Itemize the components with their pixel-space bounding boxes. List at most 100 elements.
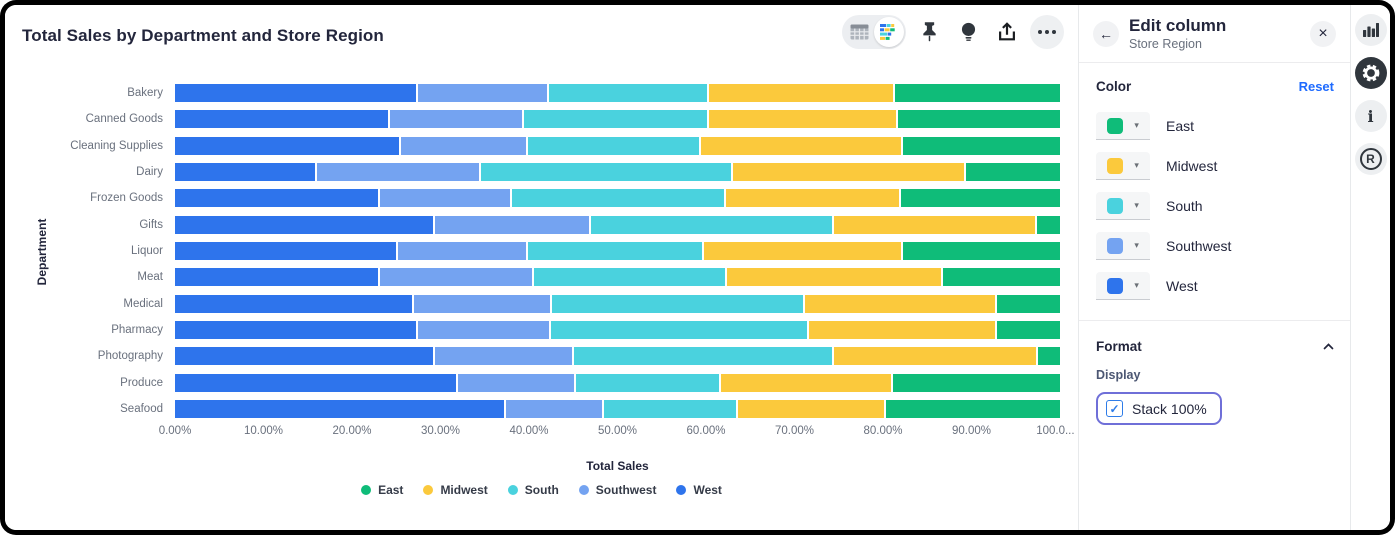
color-swatch-select-east[interactable]: ▾	[1096, 112, 1150, 140]
bar-segment-midwest[interactable]	[726, 268, 944, 287]
bar-segment-west[interactable]	[175, 320, 419, 339]
bar-segment-west[interactable]	[175, 347, 435, 366]
bar-segment-south[interactable]	[511, 189, 726, 208]
color-swatch	[1107, 237, 1124, 254]
bar-segment-west[interactable]	[175, 215, 435, 234]
legend-item-east[interactable]: East	[361, 483, 403, 497]
bar-segment-southwest[interactable]	[317, 162, 481, 181]
bar-segment-midwest[interactable]	[834, 215, 1038, 234]
category-label: Meat	[137, 271, 163, 284]
bar-segment-southwest[interactable]	[434, 347, 575, 366]
bar-segment-west[interactable]	[175, 268, 381, 287]
legend-item-southwest[interactable]: Southwest	[578, 483, 656, 497]
bar-segment-south[interactable]	[534, 268, 727, 287]
reset-link[interactable]: Reset	[1298, 79, 1334, 94]
bar-segment-east[interactable]	[1037, 215, 1060, 234]
table-chart-toggle[interactable]	[842, 15, 906, 49]
bar-segment-east[interactable]	[966, 162, 1060, 181]
bar-segment-south[interactable]	[604, 399, 738, 418]
bar-segment-south[interactable]	[548, 84, 710, 102]
bar-segment-southwest[interactable]	[397, 241, 528, 260]
bar-segment-south[interactable]	[574, 347, 834, 366]
bar-chart-icon[interactable]	[1354, 14, 1387, 46]
bar-segment-south[interactable]	[480, 162, 734, 181]
bar-segment-south[interactable]	[591, 215, 835, 234]
r-language-icon[interactable]: R	[1354, 143, 1387, 175]
bar-segment-south[interactable]	[550, 320, 809, 339]
bar-segment-east[interactable]	[943, 268, 1060, 287]
legend-item-south[interactable]: South	[507, 483, 559, 497]
bar-segment-west[interactable]	[175, 136, 401, 155]
bar-segment-east[interactable]	[897, 110, 1060, 129]
bar-segment-east[interactable]	[895, 84, 1061, 102]
bar-segment-midwest[interactable]	[733, 162, 967, 181]
bar-segment-west[interactable]	[175, 241, 398, 260]
color-swatch-select-midwest[interactable]: ▾	[1096, 152, 1150, 180]
category-label: Produce	[120, 376, 163, 389]
pin-icon[interactable]	[913, 15, 945, 49]
bar-row: Gifts	[17, 215, 1060, 234]
bar-segment-east[interactable]	[996, 320, 1060, 339]
bar-segment-midwest[interactable]	[721, 373, 894, 392]
bar-segment-midwest[interactable]	[737, 399, 887, 418]
bar-segment-south[interactable]	[527, 136, 701, 155]
bar-segment-midwest[interactable]	[709, 110, 898, 129]
bar-segment-west[interactable]	[175, 162, 318, 181]
bar-segment-east[interactable]	[1038, 347, 1060, 366]
legend-item-west[interactable]: West	[676, 483, 722, 497]
bar-segment-west[interactable]	[175, 294, 414, 313]
info-icon[interactable]: i	[1354, 100, 1387, 132]
bar-segment-southwest[interactable]	[413, 294, 552, 313]
chevron-up-icon[interactable]	[1323, 337, 1334, 355]
bar-segment-southwest[interactable]	[505, 399, 605, 418]
bar-segment-midwest[interactable]	[709, 84, 896, 102]
bar-row: Frozen Goods	[17, 189, 1060, 208]
back-button[interactable]: ←	[1093, 20, 1119, 47]
table-toggle-icon[interactable]	[844, 17, 874, 47]
legend-item-midwest[interactable]: Midwest	[423, 483, 488, 497]
gear-icon[interactable]	[1354, 57, 1387, 89]
share-icon[interactable]	[991, 15, 1023, 49]
lightbulb-icon[interactable]	[952, 15, 984, 49]
bar-segment-southwest[interactable]	[380, 268, 535, 287]
chevron-down-icon: ▾	[1134, 120, 1139, 130]
bar-segment-southwest[interactable]	[400, 136, 528, 155]
chart-toggle-icon[interactable]	[874, 17, 904, 47]
bar-segment-east[interactable]	[996, 294, 1061, 313]
legend-dot	[676, 485, 687, 495]
bar-segment-midwest[interactable]	[808, 320, 997, 339]
bar-segment-west[interactable]	[175, 110, 391, 129]
bar-segment-southwest[interactable]	[418, 320, 551, 339]
bar-segment-midwest[interactable]	[833, 347, 1039, 366]
color-swatch-select-west[interactable]: ▾	[1096, 272, 1150, 300]
bar-segment-midwest[interactable]	[725, 189, 901, 208]
bar-segment-southwest[interactable]	[380, 189, 512, 208]
ellipsis-icon[interactable]	[1030, 15, 1064, 49]
bar-segment-west[interactable]	[175, 189, 381, 208]
bar-segment-east[interactable]	[886, 399, 1060, 418]
bar-segment-east[interactable]	[902, 136, 1060, 155]
bar-segment-south[interactable]	[524, 110, 710, 129]
bar-segment-southwest[interactable]	[417, 84, 549, 102]
stacked-bar	[175, 215, 1060, 234]
bar-segment-midwest[interactable]	[704, 241, 904, 260]
panel-title: Edit column	[1129, 16, 1227, 35]
bar-segment-south[interactable]	[551, 294, 805, 313]
color-swatch-select-southwest[interactable]: ▾	[1096, 232, 1150, 260]
bar-segment-east[interactable]	[893, 373, 1060, 392]
bar-segment-east[interactable]	[900, 189, 1060, 208]
bar-segment-west[interactable]	[175, 84, 418, 102]
stack-100-checkbox[interactable]: ✓ Stack 100%	[1096, 392, 1222, 425]
color-swatch-select-south[interactable]: ▾	[1096, 192, 1150, 220]
close-button[interactable]: ×	[1310, 20, 1336, 47]
bar-segment-southwest[interactable]	[434, 215, 592, 234]
bar-segment-east[interactable]	[903, 241, 1060, 260]
bar-segment-south[interactable]	[527, 241, 705, 260]
bar-segment-southwest[interactable]	[390, 110, 525, 129]
bar-segment-midwest[interactable]	[804, 294, 997, 313]
bar-segment-southwest[interactable]	[457, 373, 577, 392]
bar-segment-west[interactable]	[175, 373, 458, 392]
bar-segment-midwest[interactable]	[700, 136, 903, 155]
bar-segment-west[interactable]	[175, 399, 506, 418]
bar-segment-south[interactable]	[576, 373, 722, 392]
